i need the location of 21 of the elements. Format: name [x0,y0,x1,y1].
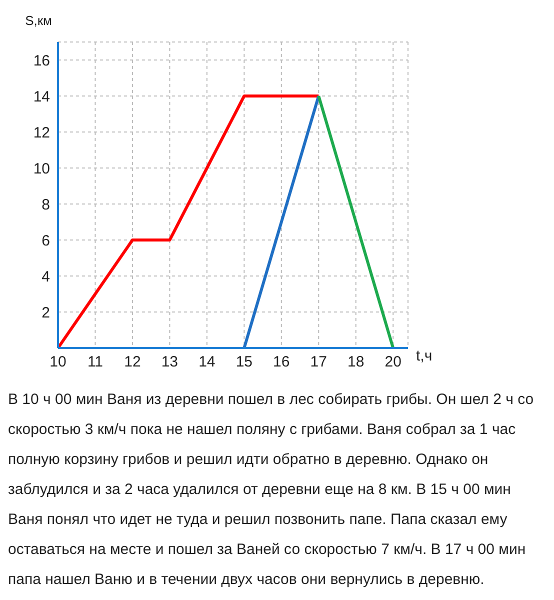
x-tick-label: 16 [273,354,290,371]
x-tick-label: 17 [310,354,327,371]
y-tick-label: 12 [33,124,50,142]
y-tick-label: 4 [42,268,50,286]
y-tick-label: 16 [33,52,50,70]
x-tick-label: 12 [124,354,141,371]
line-series [58,94,320,348]
y-tick-label: 8 [42,196,50,214]
x-tick-label: 13 [161,354,178,371]
y-tick-label: 14 [33,88,50,106]
y-tick-label: 2 [42,304,50,322]
x-tick-label: 11 [87,354,104,371]
x-tick-label: 15 [236,354,253,371]
y-axis-title: S,км [25,13,52,28]
text: В 10 ч 00 мин Ваня из деревни пошел в лес собирать грибы. Он шел 2 ч со скоростью 3 км/ч пока не нашел поляну с грибами. Ваня собрал за 1 час полную корзину грибов и решил идти обратно в деревню. Однако он заблудился и за 2 часа удалился от деревни еще на 8 км. В 15 ч 00 мин Ваня понял что идет не туда и решил позвонить папе. Папа сказал ему оставаться на месте и пошел за Ваней со скоростью 7 км/ч. В 17 ч 00 мин папа нашел Ваню и в течении двух часов они вернулись в деревню. [8,390,535,590]
x-tick-label: 20 [384,354,402,371]
y-tick-label: 6 [42,232,50,250]
x-tick-label: 14 [198,354,216,371]
x-tick-label: 18 [348,354,364,371]
x-axis-title: t,ч [416,347,432,364]
y-tick-label: 10 [33,160,50,178]
